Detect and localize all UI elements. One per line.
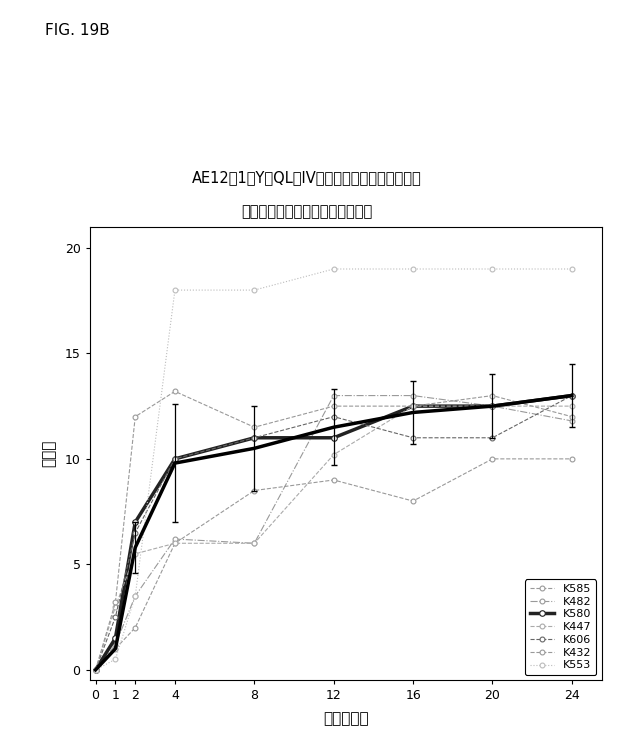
K606 [131, 528, 139, 538]
K432 [131, 412, 139, 421]
K447 [250, 539, 258, 548]
K585 [111, 644, 119, 653]
K432 [171, 387, 179, 396]
K482 [409, 391, 417, 400]
K553 [131, 591, 139, 600]
K585 [488, 454, 496, 463]
K432 [111, 598, 119, 607]
Y-axis label: スコア: スコア [42, 440, 56, 467]
Line: K553: K553 [93, 267, 574, 672]
K580 [171, 454, 179, 463]
K580 [111, 634, 119, 643]
K606 [111, 612, 119, 621]
K553 [488, 265, 496, 274]
K432 [568, 412, 575, 421]
K606 [250, 433, 258, 442]
K432 [409, 401, 417, 411]
K553 [568, 265, 575, 274]
K585 [409, 497, 417, 506]
Text: FIG. 19B: FIG. 19B [45, 23, 109, 38]
K447 [92, 665, 99, 674]
K447 [131, 550, 139, 559]
K482 [250, 539, 258, 548]
Line: K432: K432 [93, 389, 574, 672]
Legend: K585, K482, K580, K447, K606, K432, K553: K585, K482, K580, K447, K606, K432, K553 [525, 579, 596, 675]
K432 [250, 423, 258, 432]
K606 [568, 391, 575, 400]
K606 [330, 412, 337, 421]
K585 [330, 476, 337, 485]
K606 [409, 433, 417, 442]
K553 [171, 286, 179, 295]
K606 [488, 433, 496, 442]
K585 [171, 539, 179, 548]
K606 [92, 665, 99, 674]
Line: K585: K585 [93, 457, 574, 672]
K580 [409, 401, 417, 411]
K585 [250, 486, 258, 495]
K585 [131, 623, 139, 632]
K432 [92, 665, 99, 674]
Line: K447: K447 [93, 404, 574, 672]
Text: 個別の曲線による推定中央値曲線: 個別の曲線による推定中央値曲線 [241, 204, 373, 219]
K447 [568, 401, 575, 411]
K580 [250, 433, 258, 442]
K553 [111, 655, 119, 664]
K432 [488, 391, 496, 400]
K553 [92, 665, 99, 674]
K585 [568, 454, 575, 463]
K482 [171, 534, 179, 544]
Line: K580: K580 [93, 393, 575, 673]
K482 [330, 391, 337, 400]
Line: K482: K482 [93, 393, 574, 672]
K482 [131, 591, 139, 600]
K580 [488, 401, 496, 411]
K580 [92, 665, 99, 674]
K447 [171, 539, 179, 548]
K447 [111, 602, 119, 611]
K482 [111, 640, 119, 649]
K606 [171, 454, 179, 463]
Text: AE12－1－Y－QL　IV処置群について観察された: AE12－1－Y－QL IV処置群について観察された [193, 170, 422, 185]
K553 [250, 286, 258, 295]
K580 [131, 518, 139, 527]
K580 [568, 391, 575, 400]
K482 [92, 665, 99, 674]
K447 [330, 450, 337, 459]
K482 [488, 401, 496, 411]
K447 [488, 401, 496, 411]
K585 [92, 665, 99, 674]
Line: K606: K606 [93, 393, 574, 672]
K432 [330, 401, 337, 411]
X-axis label: 時間（週）: 時間（週） [323, 711, 369, 726]
K553 [330, 265, 337, 274]
K553 [409, 265, 417, 274]
K580 [330, 433, 337, 442]
K482 [568, 417, 575, 426]
K447 [409, 401, 417, 411]
